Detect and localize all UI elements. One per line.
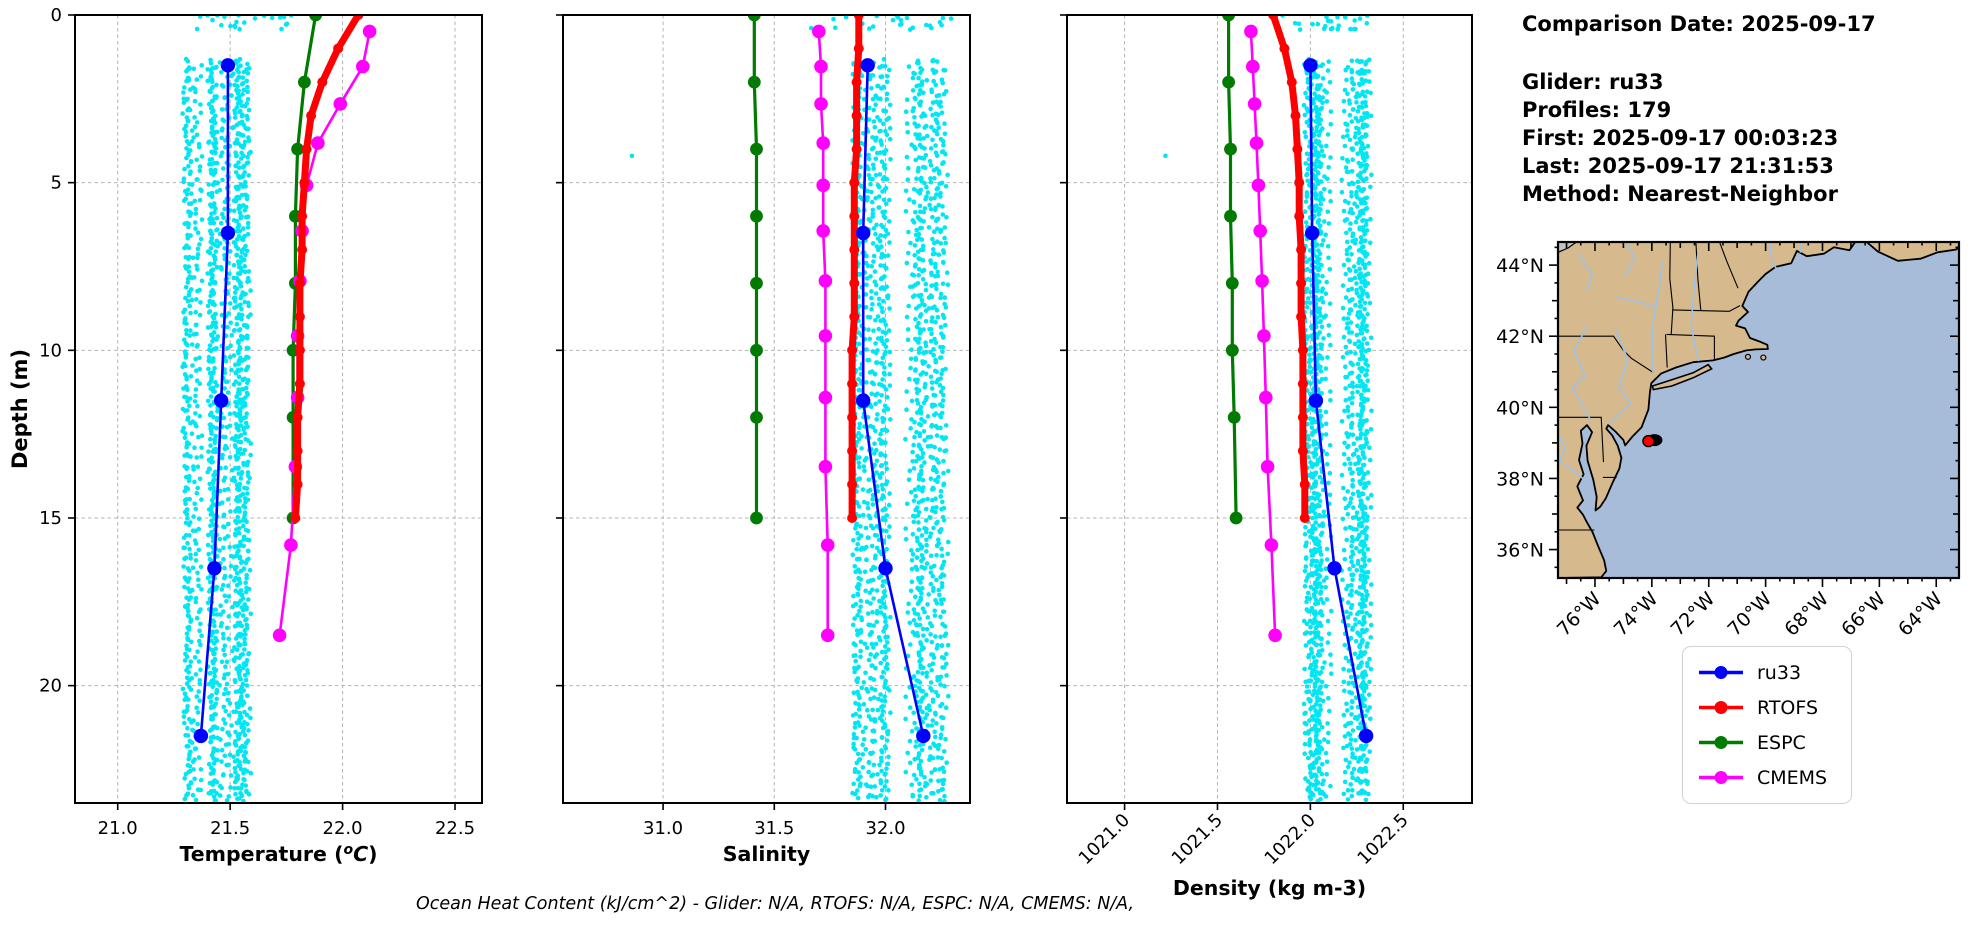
y-axis-ticks xyxy=(1060,14,1067,687)
x-axis-ticks: 31.0 31.5 32.0 xyxy=(643,803,906,839)
island xyxy=(1760,354,1767,361)
legend-label: ru33 xyxy=(1757,661,1802,684)
profile-line-cmems xyxy=(1244,24,1282,643)
legend-label: CMEMS xyxy=(1757,766,1828,789)
profile-line-cmems xyxy=(272,24,377,643)
y-axis-ticks xyxy=(556,14,563,687)
profile-line-cmems xyxy=(812,24,835,643)
subplot-temperature: 21.0 21.5 22.0 22.5 0 5 10 15 20 Temperature (oC) xyxy=(39,5,483,866)
svg-text:20: 20 xyxy=(39,676,62,697)
ru33-line-marker-swatch xyxy=(1699,666,1743,679)
legend-item-rtofs: RTOFS xyxy=(1697,690,1839,725)
gridlines xyxy=(1067,14,1472,803)
y-axis-ticks: 0 5 10 15 20 xyxy=(39,5,75,697)
profile-line-ru33 xyxy=(193,58,236,744)
espc-line-marker-swatch xyxy=(1699,736,1743,749)
map-geography xyxy=(1558,242,1959,578)
profiles-count-text: Profiles: 179 xyxy=(1522,98,1672,122)
subplot-density: 1021.0 1021.5 1022.0 1022.5 Density (kg m-3) xyxy=(1060,14,1473,900)
location-map: 44°N42°N40°N38°N36°N76°W 74°W 72°W 70°W 68°W… xyxy=(1496,240,1961,641)
svg-text:22.5: 22.5 xyxy=(435,818,475,839)
profile-subplots: 21.0 21.5 22.0 22.5 0 5 10 15 20 Temperature (oC)… xyxy=(8,5,1473,900)
plot-frame xyxy=(562,14,971,804)
svg-text:0: 0 xyxy=(51,5,62,26)
method-text: Method: Nearest-Neighbor xyxy=(1522,182,1838,206)
legend-label: ESPC xyxy=(1757,731,1806,754)
plot-frame xyxy=(74,14,483,804)
last-profile-time-text: Last: 2025-09-17 21:31:53 xyxy=(1522,154,1834,178)
x-axis-title: Density (kg m-3) xyxy=(1173,876,1366,900)
cmems-line-marker-swatch xyxy=(1699,771,1743,784)
profile-line-espc xyxy=(1222,15,1243,525)
glider-name-text: Glider: ru33 xyxy=(1522,70,1664,94)
rivers xyxy=(1558,242,1802,481)
x-axis-ticks: 21.0 21.5 22.0 22.5 xyxy=(98,803,475,839)
profile-line-rtofs xyxy=(1268,15,1310,523)
profile-line-espc xyxy=(747,15,763,525)
profile-line-ru33 xyxy=(1303,58,1374,744)
svg-text:10: 10 xyxy=(39,340,62,361)
info-spacer xyxy=(1522,38,1876,68)
rtofs-line-marker-swatch xyxy=(1699,701,1743,714)
comparison-date-text: Comparison Date: 2025-09-17 xyxy=(1522,12,1876,36)
glider-scatter-points xyxy=(1163,15,1374,803)
gridlines xyxy=(75,14,482,803)
mainland-coastline xyxy=(1558,242,1857,578)
svg-text:5: 5 xyxy=(51,173,62,194)
svg-text:22.0: 22.0 xyxy=(323,818,363,839)
svg-text:21.0: 21.0 xyxy=(98,818,138,839)
long-island xyxy=(1651,363,1713,391)
map-frame xyxy=(1556,240,1961,580)
legend-item-cmems: CMEMS xyxy=(1697,760,1839,795)
profile-line-rtofs xyxy=(847,15,864,523)
profile-line-ru33 xyxy=(856,58,931,744)
legend-label: RTOFS xyxy=(1757,696,1819,719)
svg-text:15: 15 xyxy=(39,508,62,529)
info-panel: Comparison Date: 2025-09-17 Glider: ru33… xyxy=(1522,10,1876,208)
legend-item-ru33: ru33 xyxy=(1697,655,1839,690)
plot-frame xyxy=(1066,14,1473,804)
ocean-heat-content-text: Ocean Heat Content (kJ/cm^2) - Glider: N… xyxy=(415,894,1135,914)
glider-scatter-points xyxy=(629,15,954,803)
x-axis-ticks: 1021.0 1021.5 1022.0 1022.5 xyxy=(1075,803,1413,869)
glider-location-marker xyxy=(1642,434,1663,448)
y-axis-title: Depth (m) xyxy=(8,349,32,469)
profile-line-rtofs xyxy=(290,15,364,523)
svg-text:31.5: 31.5 xyxy=(754,818,794,839)
svg-text:31.0: 31.0 xyxy=(643,818,683,839)
subplot-salinity: 31.0 31.5 32.0 Salinity xyxy=(556,14,971,866)
legend-box: ru33 RTOFS ESPC CMEMS xyxy=(1682,646,1852,804)
legend-item-espc: ESPC xyxy=(1697,725,1839,760)
island xyxy=(1744,353,1752,360)
x-axis-title: Salinity xyxy=(723,842,810,866)
svg-text:21.5: 21.5 xyxy=(210,818,250,839)
glider-scatter-points xyxy=(180,15,294,803)
x-axis-title: Temperature (oC) xyxy=(179,842,377,866)
map-ticks xyxy=(1549,242,1959,587)
first-profile-time-text: First: 2025-09-17 00:03:23 xyxy=(1522,126,1839,150)
svg-text:32.0: 32.0 xyxy=(865,818,905,839)
